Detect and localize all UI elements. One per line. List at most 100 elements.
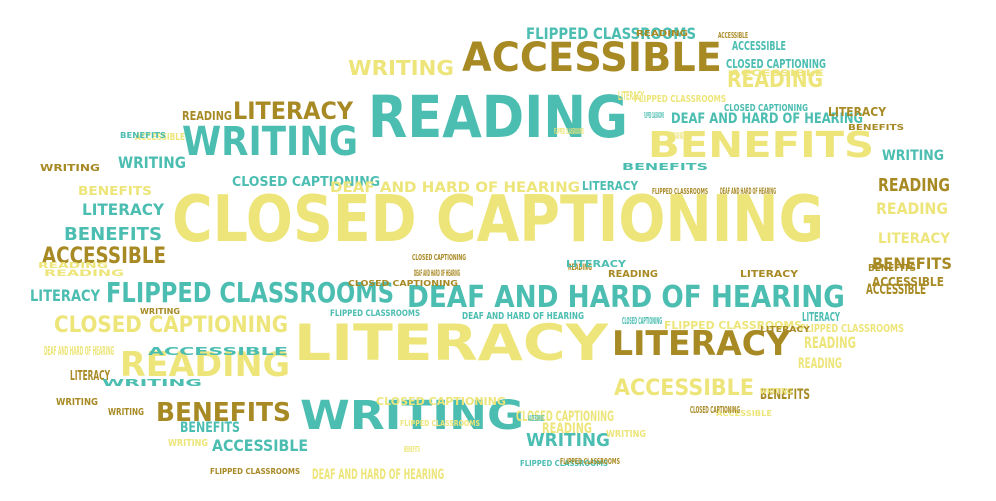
- cloud-word: DEAF AND HARD OF HEARING: [672, 131, 692, 142]
- cloud-word: FLIPPED CLASSROOMS: [210, 467, 301, 476]
- cloud-word: DEAF AND HARD OF HEARING: [407, 280, 845, 315]
- cloud-word: WRITING: [348, 56, 454, 80]
- cloud-word: READING: [44, 269, 125, 279]
- cloud-word: FLIPPED CLASSROOMS: [800, 322, 905, 335]
- cloud-word: ACCESSIBLE: [462, 35, 722, 81]
- cloud-word: DEAF AND HARD OF HEARING: [44, 344, 115, 358]
- cloud-word: CLOSED CAPTIONING: [412, 253, 466, 262]
- cloud-word: BENEFITS: [180, 420, 240, 436]
- cloud-word: FLIPPED CLASSROOMS: [652, 187, 708, 196]
- cloud-word: BENEFITS: [404, 445, 421, 454]
- cloud-word: ACCESSIBLE: [718, 31, 748, 40]
- cloud-word: READING: [568, 263, 592, 273]
- cloud-word: READING: [120, 345, 291, 385]
- cloud-word: BENEFITS: [872, 254, 952, 273]
- cloud-word: FLIPPED CLASSROOMS: [526, 24, 697, 43]
- cloud-word: FLIPPED CLASSROOMS: [644, 111, 664, 120]
- cloud-word: WRITING: [882, 148, 944, 164]
- cloud-word: LITERACY: [294, 314, 608, 372]
- cloud-word: FLIPPED CLASSROOMS: [664, 319, 802, 332]
- cloud-word: DEAF AND HARD OF HEARING: [330, 180, 580, 196]
- cloud-word: ACCESSIBLE: [866, 282, 927, 298]
- cloud-word: ACCESSIBLE: [716, 409, 772, 418]
- cloud-word: CLOSED CAPTIONING: [622, 316, 663, 327]
- cloud-word: LITERACY: [82, 200, 164, 219]
- cloud-word: WRITING: [108, 407, 144, 418]
- cloud-word: CLOSED CAPTIONING: [54, 313, 289, 338]
- cloud-word: READING: [876, 199, 949, 218]
- cloud-word: WRITING: [526, 430, 610, 451]
- cloud-word: LITERACY: [233, 97, 354, 125]
- cloud-word: CLOSED CAPTIONING: [724, 103, 808, 114]
- cloud-word: LITERACY: [70, 369, 110, 384]
- cloud-word: BENEFITS: [622, 162, 709, 173]
- cloud-word: ACCESSIBLE: [528, 414, 544, 423]
- cloud-word: READING: [542, 421, 592, 437]
- cloud-word: READING: [804, 333, 857, 352]
- cloud-word: LITERACY: [618, 89, 645, 103]
- cloud-word: DEAF AND HARD OF HEARING: [720, 187, 777, 197]
- cloud-word: WRITING: [182, 119, 359, 165]
- cloud-word: READING: [38, 261, 109, 270]
- cloud-word: LITERACY: [828, 105, 887, 119]
- cloud-word: LITERACY: [582, 179, 639, 193]
- cloud-word: WRITING: [760, 387, 793, 396]
- cloud-word: FLIPPED CLASSROOMS: [554, 127, 584, 136]
- cloud-word: LITERACY: [566, 259, 627, 270]
- cloud-word: BENEFITS: [120, 131, 166, 140]
- cloud-word: CLOSED CAPTIONING: [376, 395, 506, 408]
- cloud-word: READING: [608, 269, 659, 280]
- cloud-word: READING: [368, 83, 628, 151]
- cloud-word: WRITING: [168, 438, 209, 449]
- cloud-word: ACCESSIBLE: [148, 345, 288, 358]
- cloud-word: DEAF AND HARD OF HEARING: [462, 311, 584, 322]
- cloud-word: ACCESSIBLE: [732, 39, 786, 53]
- cloud-word: FLIPPED CLASSROOMS: [330, 309, 421, 319]
- cloud-word: LITERACY: [760, 325, 810, 334]
- cloud-word: ACCESSIBLE: [135, 132, 185, 143]
- cloud-word: CLOSED CAPTIONING: [232, 175, 381, 190]
- cloud-word: READING: [636, 29, 689, 38]
- cloud-word: FLIPPED CLASSROOMS: [634, 94, 727, 105]
- cloud-word: WRITING: [118, 153, 186, 172]
- cloud-word: ACCESSIBLE: [872, 275, 944, 289]
- cloud-word: DEAF AND HARD OF HEARING: [312, 467, 445, 483]
- cloud-word: DEAF AND HARD OF HEARING: [671, 111, 863, 127]
- cloud-word: WRITING: [40, 163, 100, 174]
- cloud-word: READING: [878, 175, 950, 196]
- cloud-word: ACCESSIBLE: [614, 376, 754, 401]
- cloud-word: ACCESSIBLE: [212, 436, 309, 455]
- cloud-word: FLIPPED CLASSROOMS: [560, 457, 620, 466]
- cloud-word: WRITING: [102, 378, 202, 389]
- cloud-word: BENEFITS: [648, 125, 875, 166]
- cloud-word: READING: [727, 68, 824, 93]
- cloud-word: CLOSED CAPTIONING: [690, 405, 740, 416]
- cloud-word: LITERACY: [802, 310, 841, 324]
- cloud-word: LITERACY: [740, 269, 799, 280]
- cloud-word: CLOSED CAPTIONING: [516, 409, 614, 425]
- cloud-word: BENEFITS: [78, 184, 152, 198]
- cloud-word: CLOSED CAPTIONING: [726, 57, 826, 71]
- cloud-word: LITERACY: [878, 231, 950, 247]
- cloud-word: ACCESSIBLE: [730, 69, 824, 79]
- cloud-word: LITERACY: [612, 324, 791, 364]
- cloud-word: WRITING: [56, 397, 98, 408]
- cloud-word: BENEFITS: [64, 224, 163, 245]
- cloud-word: FLIPPED CLASSROOMS: [520, 459, 608, 468]
- cloud-word: FLIPPED CLASSROOMS: [400, 419, 481, 428]
- cloud-word: WRITING: [140, 307, 181, 316]
- cloud-word: WRITING: [300, 393, 525, 439]
- cloud-word: READING: [182, 109, 232, 123]
- cloud-word: CLOSED CAPTIONING: [348, 279, 458, 288]
- cloud-word: BENEFITS: [848, 123, 905, 132]
- cloud-word: DEAF AND HARD OF HEARING: [414, 269, 460, 279]
- cloud-word: BENEFITS: [760, 387, 811, 403]
- cloud-word: BENEFITS: [156, 398, 291, 428]
- cloud-word: CLOSED CAPTIONING: [172, 183, 825, 257]
- cloud-word: READING: [798, 356, 843, 372]
- cloud-word: ACCESSIBLE: [42, 244, 167, 269]
- cloud-word: LITERACY: [30, 286, 101, 305]
- cloud-word: WRITING: [606, 429, 647, 440]
- cloud-word: BENEFITS: [868, 263, 916, 274]
